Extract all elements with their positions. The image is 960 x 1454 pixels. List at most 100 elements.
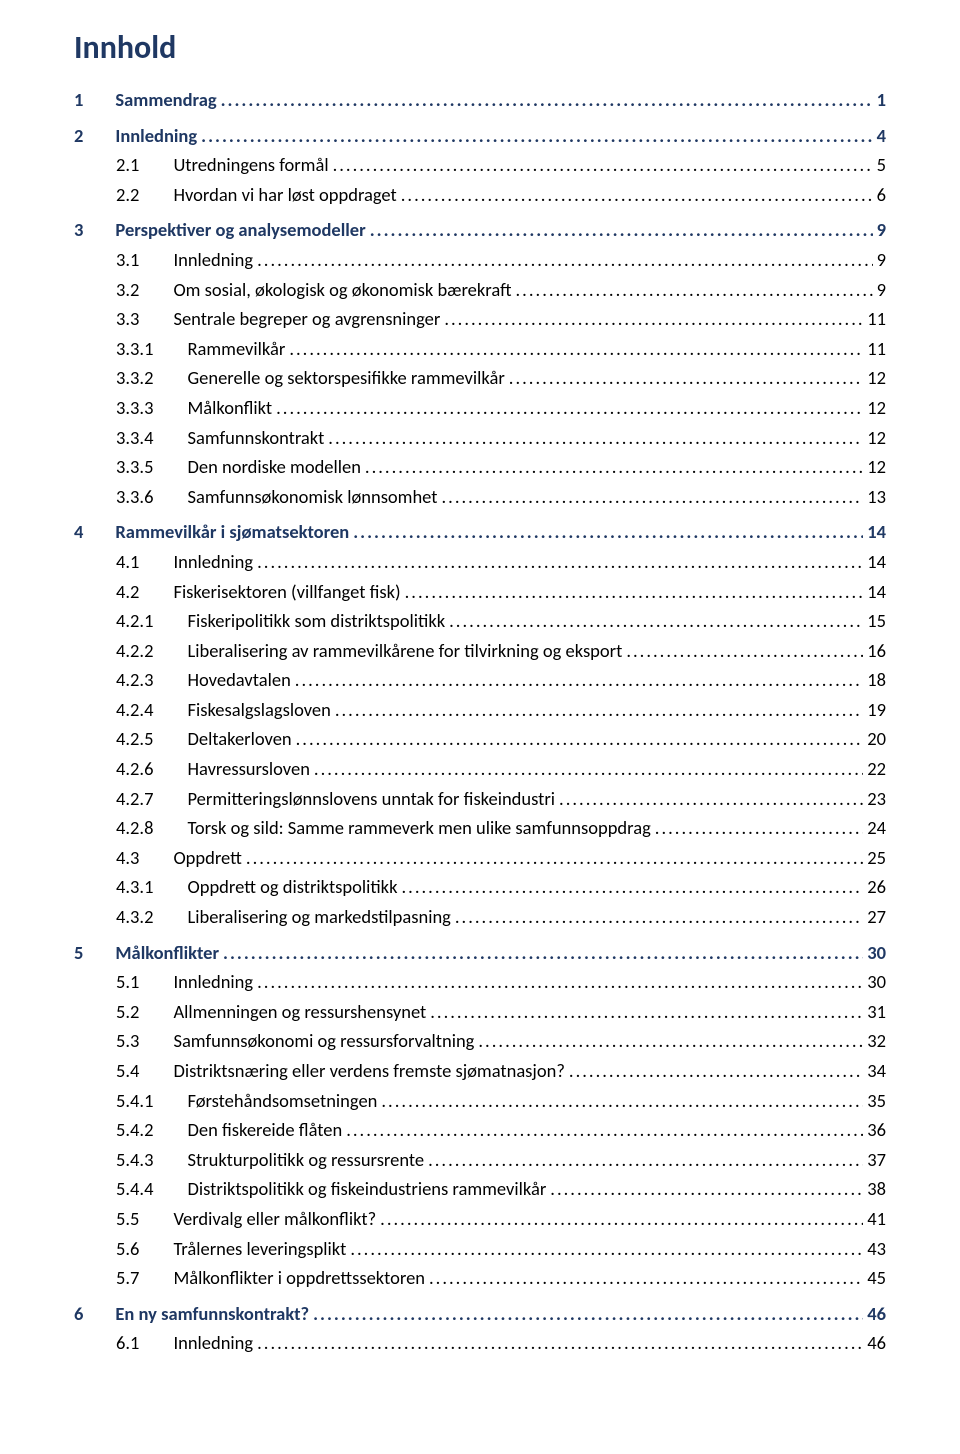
toc-number: 5.7 [116,1263,139,1293]
toc-leader: ........................................… [289,334,863,364]
toc-entry[interactable]: 1Sammendrag.............................… [74,85,886,115]
toc-number: 1 [74,85,83,115]
toc-number: 4.2.2 [116,636,153,666]
table-of-contents: 1Sammendrag.............................… [74,85,886,1358]
toc-entry[interactable]: 5.6Trålernes leveringsplikt.............… [74,1234,886,1264]
toc-entry[interactable]: 4.2.6Havressursloven....................… [74,754,886,784]
toc-entry[interactable]: 3.3.2Generelle og sektorspesifikke ramme… [74,363,886,393]
toc-entry[interactable]: 2.1Utredningens formål..................… [74,150,886,180]
toc-text: Liberalisering av rammevilkårene for til… [187,636,622,666]
toc-text: Innledning [173,1328,253,1358]
toc-entry[interactable]: 4.2Fiskerisektoren (villfanget fisk)....… [74,577,886,607]
toc-entry[interactable]: 4.2.4Fiskesalgslagsloven................… [74,695,886,725]
toc-entry[interactable]: 3.3.6Samfunnsøkonomisk lønnsomhet.......… [74,482,886,512]
toc-page: 24 [867,813,886,843]
toc-entry[interactable]: 4.2.7Permitteringslønnslovens unntak for… [74,784,886,814]
toc-text: Fiskerisektoren (villfanget fisk) [173,577,400,607]
toc-entry[interactable]: 4.1Innledning...........................… [74,547,886,577]
toc-text: Rammevilkår i sjømatsektoren [115,517,349,547]
toc-text: Deltakerloven [187,724,291,754]
toc-page: 27 [867,902,886,932]
toc-entry[interactable]: 6En ny samfunnskontrakt?................… [74,1299,886,1329]
toc-entry[interactable]: 3.3.1Rammevilkår........................… [74,334,886,364]
toc-entry[interactable]: 3.3.3Målkonflikt........................… [74,393,886,423]
toc-text: Samfunnsøkonomisk lønnsomhet [187,482,437,512]
toc-text: Fiskesalgslagsloven [187,695,330,725]
toc-leader: ........................................… [314,754,863,784]
toc-number: 5.1 [116,967,139,997]
toc-leader: ........................................… [455,902,863,932]
toc-page: 22 [867,754,886,784]
toc-page: 14 [867,517,886,547]
toc-number: 4.2.5 [116,724,153,754]
toc-leader: ........................................… [353,517,863,547]
toc-text: Fiskeripolitikk som distriktspolitikk [187,606,445,636]
toc-entry[interactable]: 4.3.2Liberalisering og markedstilpasning… [74,902,886,932]
toc-entry[interactable]: 3.3.4Samfunnskontrakt...................… [74,423,886,453]
toc-number: 2.2 [116,180,139,210]
toc-page: 18 [867,665,886,695]
toc-text: Oppdrett [173,843,241,873]
toc-number: 3.3.6 [116,482,153,512]
toc-text: Distriktsnæring eller verdens fremste sj… [173,1056,564,1086]
toc-leader: ........................................… [655,813,863,843]
toc-leader: ........................................… [429,1263,863,1293]
toc-entry[interactable]: 5.2Allmenningen og ressurshensynet......… [74,997,886,1027]
toc-entry[interactable]: 5.1Innledning...........................… [74,967,886,997]
page-title: Innhold [74,28,886,67]
toc-text: Samfunnsøkonomi og ressursforvaltning [173,1026,474,1056]
toc-text: Allmenningen og ressurshensynet [173,997,426,1027]
toc-page: 23 [867,784,886,814]
toc-page: 43 [867,1234,886,1264]
toc-leader: ........................................… [478,1026,863,1056]
toc-page: 5 [877,150,886,180]
toc-entry[interactable]: 5.3Samfunnsøkonomi og ressursforvaltning… [74,1026,886,1056]
toc-entry[interactable]: 6.1Innledning...........................… [74,1328,886,1358]
toc-entry[interactable]: 4.2.3Hovedavtalen.......................… [74,665,886,695]
toc-leader: ........................................… [559,784,863,814]
toc-entry[interactable]: 4.2.2 Liberalisering av rammevilkårene fo… [74,636,886,666]
toc-entry[interactable]: 3.3.5Den nordiske modellen..............… [74,452,886,482]
toc-entry[interactable]: 5.4Distriktsnæring eller verdens fremste… [74,1056,886,1086]
toc-text: Innledning [173,245,253,275]
toc-leader: ........................................… [626,636,863,666]
toc-entry[interactable]: 4Rammevilkår i sjømatsektoren...........… [74,517,886,547]
toc-entry[interactable]: 4.2.5Deltakerloven......................… [74,724,886,754]
toc-entry[interactable]: 5.5Verdivalg eller målkonflikt?.........… [74,1204,886,1234]
toc-text: Målkonflikter i oppdrettssektoren [173,1263,425,1293]
toc-entry[interactable]: 5.4.2Den fiskereide flåten..............… [74,1115,886,1145]
toc-leader: ........................................… [257,1328,863,1358]
toc-page: 37 [867,1145,886,1175]
toc-page: 9 [877,215,886,245]
toc-entry[interactable]: 2Innledning.............................… [74,121,886,151]
toc-number: 5.4.4 [116,1174,153,1204]
toc-entry[interactable]: 3.2Om sosial, økologisk og økonomisk bær… [74,275,886,305]
toc-number: 2.1 [116,150,139,180]
toc-page: 12 [867,393,886,423]
toc-entry[interactable]: 5Målkonflikter..........................… [74,938,886,968]
toc-number: 4.3.2 [116,902,153,932]
toc-number: 4.2.7 [116,784,153,814]
toc-entry[interactable]: 5.4.4Distriktspolitikk og fiskeindustrie… [74,1174,886,1204]
toc-entry[interactable]: 3.3Sentrale begreper og avgrensninger...… [74,304,886,334]
toc-text: Innledning [115,121,197,151]
toc-number: 3.3.2 [116,363,153,393]
toc-entry[interactable]: 5.4.1Førstehåndsomsetningen.............… [74,1086,886,1116]
toc-leader: ........................................… [295,665,863,695]
toc-page: 16 [867,636,886,666]
toc-number: 6 [74,1299,83,1329]
toc-number: 5.4.1 [116,1086,153,1116]
toc-entry[interactable]: 4.3Oppdrett.............................… [74,843,886,873]
toc-leader: ........................................… [328,423,863,453]
toc-entry[interactable]: 4.3.1Oppdrett og distriktspolitikk......… [74,872,886,902]
toc-page: 41 [867,1204,886,1234]
toc-number: 4.2.4 [116,695,153,725]
toc-entry[interactable]: 5.7 Målkonflikter i oppdrettssektoren....… [74,1263,886,1293]
toc-entry[interactable]: 4.2.8Torsk og sild: Samme rammeverk men … [74,813,886,843]
toc-entry[interactable]: 5.4.3Strukturpolitikk og ressursrente...… [74,1145,886,1175]
toc-number: 3.3.5 [116,452,153,482]
toc-entry[interactable]: 2.2Hvordan vi har løst oppdraget........… [74,180,886,210]
toc-entry[interactable]: 3Perspektiver og analysemodeller........… [74,215,886,245]
toc-entry[interactable]: 3.1Innledning...........................… [74,245,886,275]
toc-entry[interactable]: 4.2.1Fiskeripolitikk som distriktspoliti… [74,606,886,636]
